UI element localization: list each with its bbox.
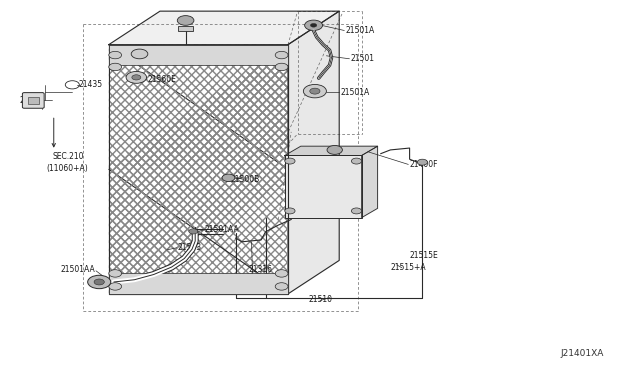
- Text: J21401XA: J21401XA: [560, 349, 604, 358]
- Polygon shape: [288, 11, 339, 294]
- Polygon shape: [285, 146, 378, 155]
- Polygon shape: [362, 146, 378, 218]
- Text: 21500B: 21500B: [230, 175, 260, 184]
- Bar: [285, 155, 362, 218]
- Circle shape: [275, 51, 288, 59]
- Bar: [110, 45, 287, 293]
- Text: 21316: 21316: [248, 265, 273, 274]
- Text: 21560N: 21560N: [147, 52, 177, 61]
- Circle shape: [305, 20, 323, 31]
- Circle shape: [109, 270, 122, 277]
- Text: 21501A: 21501A: [346, 26, 375, 35]
- Circle shape: [351, 208, 362, 214]
- Circle shape: [189, 229, 198, 234]
- Circle shape: [275, 63, 288, 71]
- Circle shape: [88, 275, 111, 289]
- Circle shape: [303, 84, 326, 98]
- FancyBboxPatch shape: [22, 93, 44, 108]
- Circle shape: [310, 88, 320, 94]
- Bar: [109, 45, 288, 65]
- Bar: [109, 45, 288, 294]
- Text: 21400F: 21400F: [410, 160, 438, 169]
- Circle shape: [132, 75, 141, 80]
- Text: 21501AA: 21501AA: [205, 225, 239, 234]
- Text: SEC.210: SEC.210: [52, 152, 84, 161]
- Bar: [109, 45, 288, 294]
- Text: 21560E: 21560E: [147, 75, 176, 84]
- Circle shape: [327, 145, 342, 154]
- Circle shape: [109, 63, 122, 71]
- Circle shape: [94, 279, 104, 285]
- Circle shape: [275, 283, 288, 290]
- Circle shape: [177, 16, 194, 25]
- Circle shape: [131, 49, 148, 59]
- Text: 21501: 21501: [351, 54, 375, 63]
- Circle shape: [275, 270, 288, 277]
- Circle shape: [285, 158, 295, 164]
- Circle shape: [285, 208, 295, 214]
- Text: 21435: 21435: [79, 80, 103, 89]
- Polygon shape: [109, 45, 288, 164]
- Text: (11060+A): (11060+A): [46, 164, 88, 173]
- Circle shape: [109, 283, 122, 290]
- Bar: [28, 97, 39, 104]
- Text: 21430: 21430: [19, 96, 44, 105]
- Text: 21515E: 21515E: [410, 251, 438, 260]
- Circle shape: [126, 71, 147, 83]
- Text: 21515+A: 21515+A: [390, 263, 426, 272]
- Text: 21501A: 21501A: [340, 88, 370, 97]
- Circle shape: [222, 174, 235, 182]
- Text: 21510: 21510: [308, 295, 333, 304]
- Bar: [178, 26, 193, 31]
- Text: 21503: 21503: [178, 243, 202, 252]
- Circle shape: [351, 158, 362, 164]
- Text: 21501AA: 21501AA: [61, 265, 95, 274]
- Circle shape: [417, 159, 428, 165]
- Circle shape: [109, 51, 122, 59]
- Bar: [109, 273, 288, 294]
- Polygon shape: [109, 11, 339, 45]
- Circle shape: [310, 23, 317, 27]
- Text: 21515: 21515: [238, 277, 262, 286]
